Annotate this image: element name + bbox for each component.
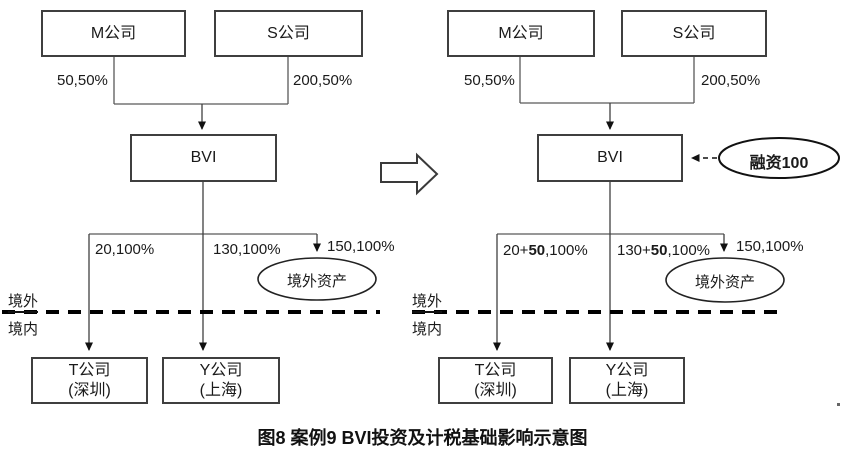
right-offshore-label: 境外 (412, 290, 443, 313)
left-company-m-label: M公司 (90, 24, 137, 42)
financing-ellipse (718, 137, 840, 179)
right-stake-t-label: 20+50,100% (503, 242, 588, 259)
left-stake-asset-label: 150,100% (327, 238, 395, 255)
left-stake-m-label: 50,50% (57, 72, 108, 89)
left-asset-ellipse (257, 257, 377, 301)
left-company-t-label: T公司 (68, 361, 111, 379)
right-company-y-box: Y公司 (上海) (569, 357, 685, 404)
left-stake-y-label: 130,100% (213, 241, 281, 258)
left-company-s-label: S公司 (267, 24, 310, 42)
left-bvi-box: BVI (130, 134, 277, 182)
right-company-t-box: T公司 (深圳) (438, 357, 553, 404)
right-stake-y-suffix: ,100% (667, 242, 711, 259)
figure-caption: 图8 案例9 BVI投资及计税基础影响示意图 (257, 428, 588, 448)
right-company-s-label: S公司 (672, 24, 716, 42)
right-stake-t-suffix: ,100% (545, 242, 588, 259)
right-company-m-box: M公司 (447, 10, 595, 57)
right-company-m-label: M公司 (498, 24, 544, 42)
stray-dot (837, 403, 840, 406)
right-stake-y-bold: 50 (650, 242, 668, 259)
right-stake-s-label: 200,50% (701, 72, 761, 89)
left-company-s-box: S公司 (214, 10, 363, 57)
right-stake-y-prefix: 130+ (617, 242, 651, 259)
left-company-y-box: Y公司 (上海) (162, 357, 280, 404)
left-stake-s-label: 200,50% (293, 72, 353, 89)
financing-label: 融资100 (749, 155, 809, 172)
right-stake-asset-label: 150,100% (736, 238, 804, 255)
right-asset-label: 境外资产 (694, 274, 755, 291)
right-stake-t-prefix: 20+ (503, 242, 529, 259)
right-company-y-city: (上海) (605, 381, 649, 399)
right-stake-y-label: 130+50,100% (617, 242, 710, 259)
right-asset-ellipse (665, 257, 785, 303)
left-company-m-box: M公司 (41, 10, 186, 57)
left-company-y-label: Y公司 (199, 361, 243, 379)
left-company-t-box: T公司 (深圳) (31, 357, 148, 404)
left-offshore-label: 境外 (8, 290, 39, 313)
right-company-t-label: T公司 (474, 361, 517, 379)
right-stake-t-bold: 50 (528, 242, 546, 259)
right-stake-m-label: 50,50% (464, 72, 515, 89)
right-bvi-label: BVI (597, 149, 623, 166)
left-bvi-label: BVI (190, 149, 217, 166)
right-onshore-label: 境内 (412, 321, 443, 338)
block-arrow-icon (380, 152, 439, 196)
left-stake-t-label: 20,100% (95, 241, 155, 258)
right-bvi-box: BVI (537, 134, 683, 182)
left-company-t-city: (深圳) (68, 381, 111, 399)
left-company-y-city: (上海) (199, 381, 243, 399)
right-company-t-city: (深圳) (474, 381, 517, 399)
right-company-y-label: Y公司 (605, 361, 649, 379)
left-onshore-label: 境内 (8, 321, 39, 338)
right-company-s-box: S公司 (621, 10, 767, 57)
left-asset-label: 境外资产 (286, 273, 347, 290)
